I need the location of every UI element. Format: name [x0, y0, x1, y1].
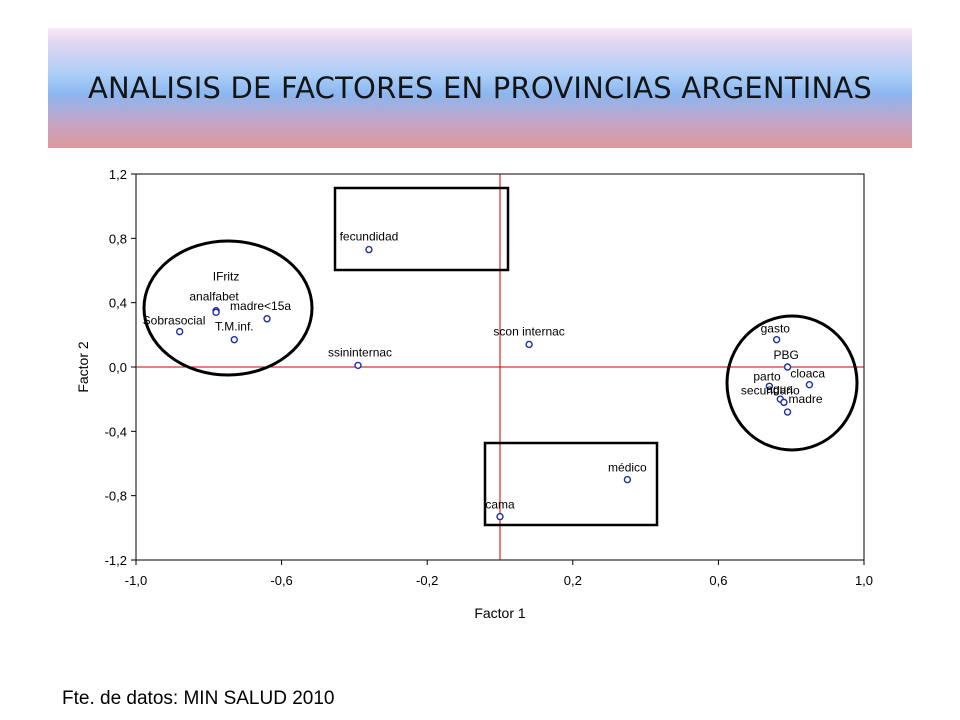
slide-title: ANALISIS DE FACTORES EN PROVINCIAS ARGEN… [88, 71, 872, 105]
data-point [525, 340, 533, 349]
right-group-ellipse [725, 314, 859, 452]
data-point [623, 475, 632, 484]
bottom-group-box [483, 441, 659, 527]
point-label: parto [753, 369, 781, 383]
y-tick-label: 1,2 [109, 167, 127, 182]
point-label: madre [789, 392, 823, 406]
point-label: secundario [741, 383, 800, 397]
data-point [780, 398, 788, 407]
top-group-box [333, 186, 510, 272]
y-tick-label: 0,0 [109, 360, 127, 375]
data-point [230, 335, 238, 344]
x-tick-label: 0,6 [709, 573, 727, 588]
data-point [783, 408, 792, 416]
data-point [212, 308, 220, 317]
point-label: cama [485, 498, 515, 512]
point-label: PBG [774, 348, 799, 362]
data-point [772, 335, 781, 344]
point-label: T.M.inf. [215, 320, 254, 334]
point-label: ssininternac [328, 345, 392, 359]
source-note: Fte. de datos: MIN SALUD 2010 [62, 688, 335, 709]
point-label: agua [766, 382, 793, 396]
point-label: Sobrasocial [143, 314, 206, 328]
data-point [765, 382, 774, 390]
data-point [263, 315, 271, 323]
point-label: IFritz [213, 270, 240, 284]
point-label: cloaca [790, 367, 825, 381]
data-point [175, 327, 184, 336]
data-point [805, 380, 814, 389]
x-tick-label: 0,2 [564, 573, 582, 588]
x-tick-label: -1,0 [125, 573, 147, 588]
x-tick-label: 1,0 [855, 573, 873, 588]
point-label: médico [608, 461, 647, 475]
x-axis-title: Factor 1 [474, 605, 526, 621]
data-point [496, 512, 504, 521]
point-label: fecundidad [340, 230, 399, 244]
x-tick-label: -0,6 [270, 573, 292, 588]
y-axis-title: Factor 2 [75, 341, 91, 393]
point-label: madre<15a [230, 299, 291, 313]
y-tick-label: -0,8 [105, 489, 127, 504]
x-tick-label: -0,2 [416, 573, 438, 588]
data-point [783, 363, 792, 371]
title-banner: ANALISIS DE FACTORES EN PROVINCIAS ARGEN… [48, 28, 912, 148]
point-label: gasto [761, 322, 791, 336]
point-label: scon internac [493, 324, 564, 338]
y-tick-label: -0,4 [105, 424, 127, 439]
point-label: analfabet [189, 289, 239, 303]
data-point [354, 361, 362, 370]
left-group-ellipse [142, 239, 314, 377]
data-point [365, 245, 373, 254]
y-tick-label: -1,2 [105, 553, 127, 568]
y-tick-label: 0,4 [109, 296, 127, 311]
y-tick-label: 0,8 [109, 231, 127, 246]
